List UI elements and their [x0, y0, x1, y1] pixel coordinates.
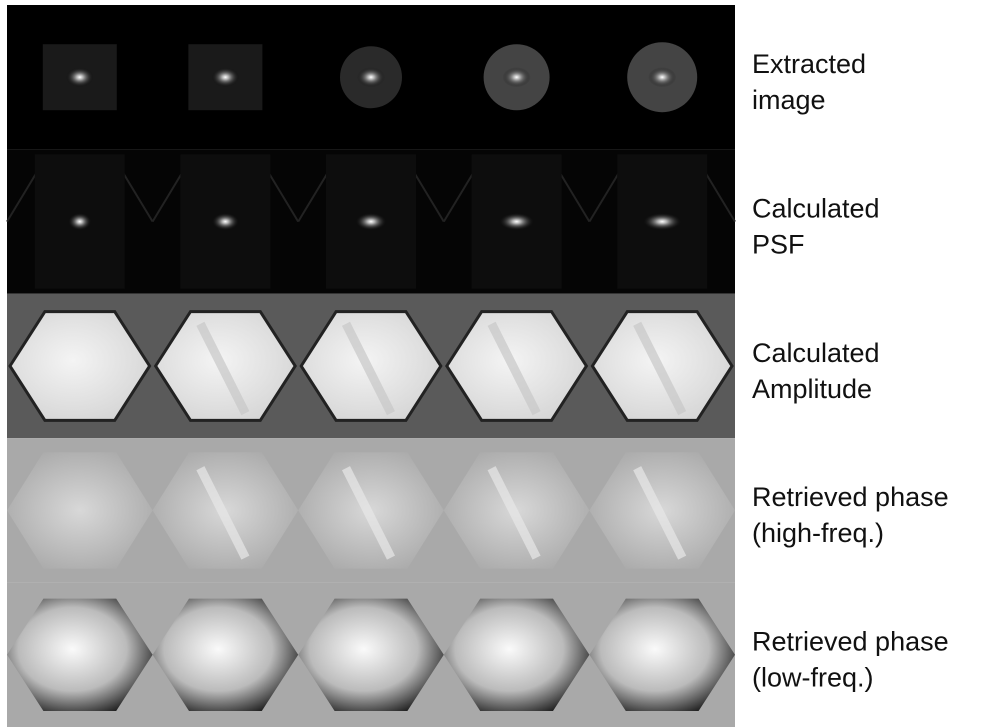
row-label: PSF [752, 229, 805, 259]
page: Extracted image Calculated PSF Calculated Amp… [0, 0, 989, 727]
row-label: (high-freq.) [752, 518, 884, 548]
row-label: Amplitude [752, 374, 872, 404]
spot [503, 67, 531, 87]
row-label: Calculated [752, 338, 880, 368]
spot [68, 213, 92, 231]
row-label: Extracted [752, 49, 866, 79]
spot [648, 67, 676, 87]
row-label: (low-freq.) [752, 663, 874, 693]
row-labels: Extracted image Calculated PSF Calculated Amp… [752, 49, 949, 693]
row-label: Retrieved phase [752, 627, 949, 657]
spot [66, 67, 94, 87]
spot [211, 213, 239, 231]
row-label: image [752, 85, 826, 115]
spot [211, 67, 239, 87]
figure: Extracted image Calculated PSF Calculated Amp… [0, 0, 989, 727]
spot [355, 213, 387, 231]
spot [357, 67, 385, 87]
spot [642, 213, 682, 231]
row-label: Calculated [752, 193, 880, 223]
spot [499, 213, 535, 231]
row-label: Retrieved phase [752, 482, 949, 512]
image-grid [7, 5, 735, 727]
